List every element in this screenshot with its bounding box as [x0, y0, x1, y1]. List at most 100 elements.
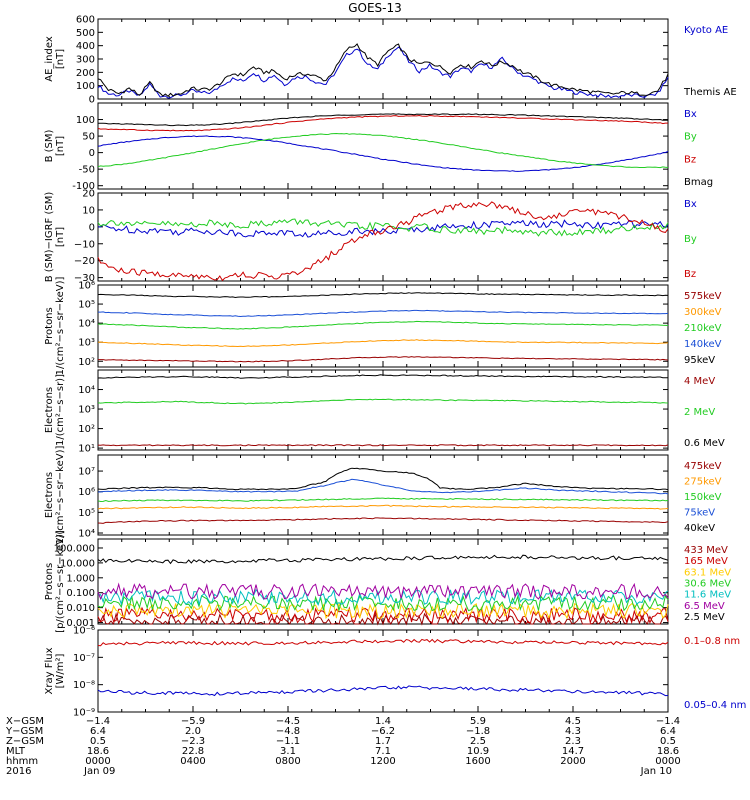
x-tick-label: 2.0: [185, 726, 201, 737]
legend-entry: 30.6 MeV: [684, 579, 731, 590]
series-line: [97, 611, 669, 626]
series-line: [97, 46, 669, 99]
legend-entry: 95keV: [684, 355, 715, 366]
y-tick-label: 0.100: [66, 588, 95, 599]
x-axis-row-label: 2016: [6, 766, 31, 777]
y-tick-label: 100.000: [54, 543, 95, 554]
series-line: [98, 478, 669, 495]
y-tick-label: 10²: [78, 357, 95, 368]
series-line: [97, 320, 669, 330]
series-line: [97, 606, 669, 625]
y-tick-label: 0: [89, 148, 95, 159]
y-tick-label: 100: [76, 115, 95, 126]
y-tick-label: 10⁻⁶: [73, 626, 95, 637]
x-tick-label: 1.4: [375, 716, 391, 727]
x-tick-label: −2.3: [181, 736, 205, 747]
y-tick-label: 10⁷: [78, 467, 95, 478]
y-tick-label: 10⁴: [78, 528, 95, 539]
y-tick-label: 10³: [78, 405, 95, 416]
x-tick-label: 4.5: [565, 716, 581, 727]
y-tick-label: 10⁵: [78, 508, 95, 519]
series-line: [97, 594, 669, 613]
x-tick-label: 6.4: [90, 726, 106, 737]
y-axis-label: Xray Flux: [44, 647, 55, 694]
y-tick-label: 10³: [78, 338, 95, 349]
y-tick-label: 10⁴: [78, 385, 95, 396]
y-axis-label: [nT]: [55, 136, 66, 156]
x-tick-label: −1.1: [276, 736, 300, 747]
panel-frame: [97, 284, 669, 368]
legend-entry: 165 MeV: [684, 556, 728, 567]
y-tick-label: 20: [82, 189, 95, 200]
series-line: [97, 374, 668, 379]
x-tick-label: 1.7: [375, 736, 391, 747]
panel-8: [97, 629, 669, 713]
y-tick-label: −30: [74, 273, 95, 284]
legend-entry: 0.6 MeV: [684, 438, 725, 449]
legend-entry: 275keV: [684, 477, 722, 488]
panel-frame: [97, 538, 669, 625]
y-axis-label: 1/(cm²−s−sr−keV)]: [55, 277, 66, 376]
y-axis-label: B (SM)−IGRF (SM): [44, 192, 55, 283]
y-axis-label: Protons: [44, 563, 55, 600]
series-line: [97, 135, 669, 172]
x-tick-label: Jan 09: [83, 766, 115, 777]
chart-title: GOES-13: [348, 1, 402, 15]
legend-entry: Bmag: [684, 177, 713, 188]
series-line: [97, 339, 669, 348]
x-tick-label: 22.8: [182, 746, 204, 757]
legend-entry: Bz: [684, 269, 696, 280]
series-line: [97, 685, 669, 697]
y-tick-label: 300: [76, 55, 95, 66]
x-tick-label: 3.1: [280, 746, 296, 757]
y-tick-label: -100: [72, 181, 95, 192]
x-axis-row-label: hhmm: [6, 756, 38, 767]
x-tick-label: 10.9: [467, 746, 489, 757]
y-tick-label: 10¹: [78, 444, 95, 455]
y-tick-label: 0.001: [66, 618, 95, 629]
x-tick-label: −1.4: [86, 716, 110, 727]
series-line: [97, 292, 669, 299]
legend-entry: Kyoto AE: [684, 25, 728, 36]
legend-entry: 0.05–0.4 nm: [684, 700, 746, 711]
x-tick-label: −4.8: [276, 726, 300, 737]
legend-entry: By: [684, 234, 697, 245]
panel-5: [97, 369, 669, 451]
x-tick-label: 2.5: [470, 736, 486, 747]
series-line: [97, 43, 669, 98]
x-tick-label: −4.5: [276, 716, 300, 727]
legend-entry: Themis AE: [683, 87, 737, 98]
series-line: [97, 218, 669, 237]
y-tick-label: 100: [76, 81, 95, 92]
panel-1: [97, 18, 669, 100]
legend-entry: 11.6 MeV: [684, 590, 731, 601]
series-line: [97, 467, 669, 491]
panel-6: [97, 454, 669, 536]
x-tick-label: 18.6: [657, 746, 679, 757]
legend-entry: 4 MeV: [684, 376, 715, 387]
panel-3: [97, 192, 669, 282]
legend-entry: Bx: [684, 199, 697, 210]
legend-entry: 150keV: [684, 492, 722, 503]
x-axis-row-label: Y−GSM: [5, 726, 43, 737]
series-line: [97, 582, 669, 601]
y-tick-label: 200: [76, 68, 95, 79]
y-tick-label: 10⁶: [78, 281, 95, 292]
legend-entry: 433 MeV: [684, 545, 728, 556]
y-tick-label: 1.000: [66, 573, 95, 584]
panel-4: [97, 284, 669, 368]
series-line: [97, 588, 669, 606]
legend-entry: 2 MeV: [684, 407, 715, 418]
x-tick-label: 5.9: [470, 716, 486, 727]
legend-entry: 6.5 MeV: [684, 601, 725, 612]
y-tick-label: 50: [82, 132, 95, 143]
y-axis-label: [nT]: [55, 49, 66, 69]
panel-frame: [97, 369, 669, 451]
y-axis-label: AE_index: [44, 36, 55, 82]
y-tick-label: 10²: [78, 424, 95, 435]
legend-entry: 140keV: [684, 339, 722, 350]
x-tick-label: 14.7: [562, 746, 584, 757]
y-tick-label: 600: [76, 15, 95, 26]
series-line: [97, 114, 668, 132]
legend-entry: Bz: [684, 154, 696, 165]
